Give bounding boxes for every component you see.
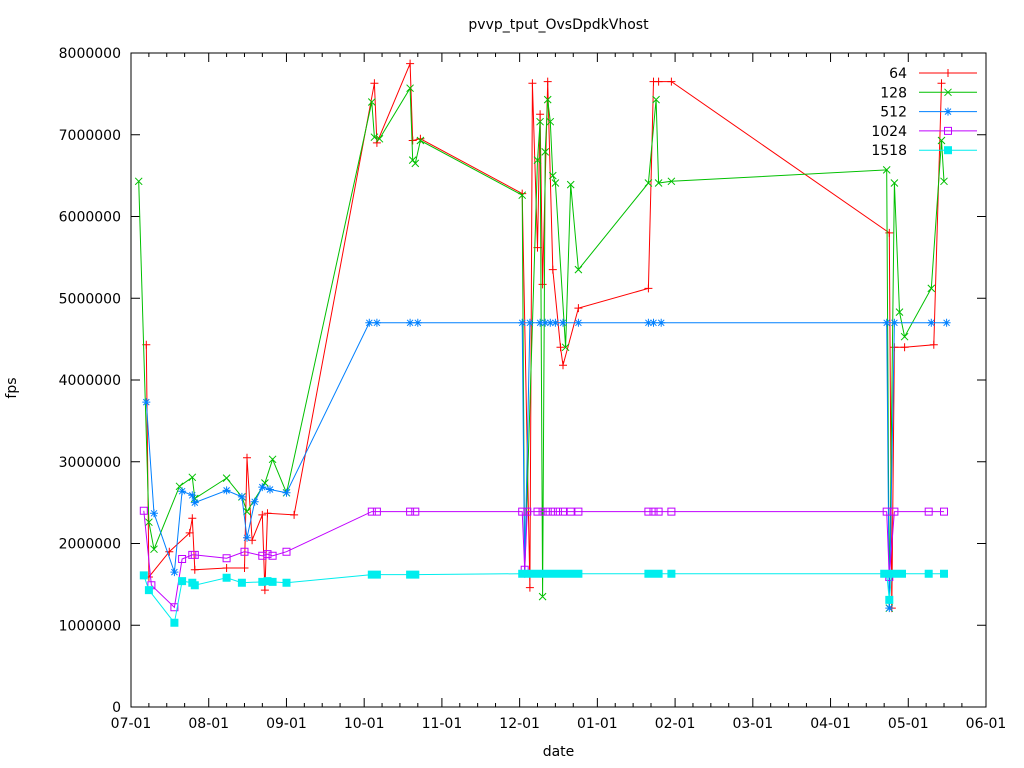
legend-marker-128: [944, 88, 952, 97]
x-tick-label: 04-01: [810, 716, 851, 732]
y-tick-label: 0: [112, 700, 121, 716]
x-tick-label: 05-01: [888, 716, 929, 732]
series-1024-markers: [139, 506, 948, 612]
y-tick-label: 2000000: [59, 537, 121, 553]
x-tick-label: 08-01: [188, 716, 229, 732]
series-64-line: [145, 63, 942, 609]
x-tick-label: 06-01: [966, 716, 1007, 732]
chart-title: pvvp_tput_OvsDpdkVhost: [468, 17, 649, 33]
legend-label-128: 128: [880, 85, 907, 101]
y-tick-label: 5000000: [59, 291, 121, 307]
y-tick-label: 1000000: [59, 618, 121, 634]
y-tick-label: 8000000: [59, 46, 121, 62]
x-tick-label: 01-01: [577, 716, 618, 732]
legend-marker-1024: [944, 126, 952, 135]
plot-frame: [130, 52, 987, 708]
y-tick-label: 7000000: [59, 128, 121, 144]
x-tick-label: 11-01: [422, 716, 463, 732]
legend-marker-64: [944, 69, 952, 77]
x-tick-label: 09-01: [266, 716, 307, 732]
legend-label-512: 512: [880, 105, 907, 121]
legend-label-64: 64: [889, 66, 907, 82]
legend-label-1024: 1024: [871, 124, 907, 140]
series-512-line: [145, 322, 947, 609]
y-tick-label: 3000000: [59, 455, 121, 471]
y-tick-label: 4000000: [59, 373, 121, 389]
legend-label-1518: 1518: [871, 143, 907, 159]
x-tick-label: 02-01: [655, 716, 696, 732]
series-128-markers: [134, 84, 948, 612]
x-tick-label: 03-01: [732, 716, 773, 732]
legend-marker-512: [944, 107, 952, 116]
series-1024-line: [143, 510, 944, 609]
series-128-line: [138, 86, 945, 609]
x-tick-label: 10-01: [344, 716, 385, 732]
legend-marker-1518: [944, 146, 952, 155]
x-tick-label: 07-01: [111, 716, 152, 732]
y-tick-label: 6000000: [59, 210, 121, 226]
series-512-markers: [142, 318, 951, 613]
x-axis-label: date: [542, 744, 575, 760]
x-tick-label: 12-01: [499, 716, 540, 732]
